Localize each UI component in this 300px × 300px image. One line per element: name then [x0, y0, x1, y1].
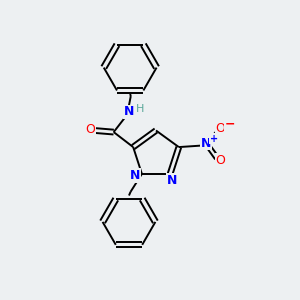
Text: +: +	[210, 134, 218, 144]
Text: N: N	[167, 174, 177, 187]
Text: O: O	[216, 122, 226, 135]
Text: N: N	[124, 105, 134, 118]
Text: −: −	[224, 118, 235, 130]
Text: N: N	[130, 169, 140, 182]
Text: O: O	[85, 124, 95, 136]
Text: O: O	[216, 154, 226, 167]
Text: H: H	[136, 104, 144, 114]
Text: N: N	[201, 137, 211, 150]
